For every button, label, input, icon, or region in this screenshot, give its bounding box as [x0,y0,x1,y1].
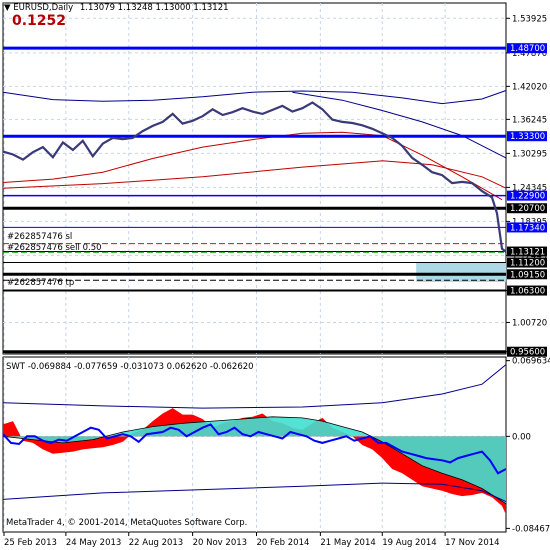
order-sell-label[interactable]: #262857476 sell 0.50 [7,243,102,253]
indicator-panel: 0.069634 0.00 -0.084673 [2,356,550,534]
level-price-label: 1.09150 [510,270,545,280]
spread-value: 0.1252 [12,13,67,29]
price-zone [416,262,506,282]
level-price-box [507,190,547,201]
level-price-label: 1.48700 [510,44,545,54]
level-price-label: 1.13121 [510,248,545,258]
indicator-y-tick-label: 0.00 [512,432,531,442]
level-price-label: 1.17340 [510,223,545,233]
swt-cyan-area [3,416,506,504]
y-tick-label: 1.30295 [512,149,547,159]
x-tick-label: 17 Nov 2014 [445,538,499,548]
level-price-box [507,269,547,280]
swt-cyan-edge [2,416,507,505]
main-chart-background [2,2,507,355]
symbol-label: EURUSD,Daily [13,3,74,13]
price-series [2,101,507,253]
y-tick-label: 1.00720 [512,318,547,328]
level-price-box [507,43,547,54]
indicator-label: SWT -0.069884 -0.077659 -0.031073 0.0626… [6,362,254,372]
level-price-box [507,131,547,142]
x-tick-label: 20 Feb 2014 [256,538,309,548]
y-tick-label: 1.18395 [512,217,547,227]
level-price-label: 1.11200 [510,259,545,269]
order-tp-label[interactable]: #262857476 tp [7,278,75,288]
chart-header: ▼ EURUSD,Daily 1.13079 1.13248 1.13000 1… [4,3,229,29]
level-price-label: 1.22900 [510,192,545,202]
level-price-box [507,257,547,268]
ohlc-label: 1.13079 1.13248 1.13000 1.13121 [79,3,229,13]
triangle-icon: ▼ [4,3,11,13]
target-zone [416,262,506,282]
y-tick-label: 1.36245 [512,115,547,125]
order-sl-label[interactable]: #262857476 sl [7,232,73,242]
chart-title: ▼ EURUSD,Daily 1.13079 1.13248 1.13000 1… [4,3,229,13]
ma-red-line-2 [2,160,507,189]
copyright-text: MetaTrader 4, © 2001-2014, MetaQuotes So… [6,518,248,528]
x-tick-label: 21 May 2014 [320,538,375,548]
indicator-y-tick-label: -0.084673 [512,524,550,534]
level-price-box [507,222,547,233]
level-price-label: 1.33300 [510,132,545,142]
level-price-box [507,285,547,296]
band-down-line [292,91,507,159]
level-price-label: 1.06300 [510,287,545,297]
y-tick-label: 1.24345 [512,183,547,193]
x-tick-label: 24 May 2013 [66,538,121,548]
level-price-box [507,346,547,357]
order-lines [3,243,506,281]
swt-series [2,364,507,515]
swt-signal-line [2,423,507,475]
band-upper-line [2,90,507,105]
level-price-box [507,203,547,214]
indicator-y-tick-label: 0.069634 [512,357,550,367]
main-chart-panel: 1.53925 1.47870 1.42020 1.36245 1.30295 1.243… [2,2,547,358]
y-tick-label: 1.53925 [512,14,547,24]
y-tick-label: 1.42020 [512,82,547,92]
indicator-grid [3,357,506,532]
x-axis: 25 Feb 2013 24 May 2013 22 Aug 2013 20 Nov … [3,532,500,548]
main-y-axis: 1.53925 1.47870 1.42020 1.36245 1.30295 1.243… [506,14,547,358]
indicator-y-axis: 0.069634 0.00 -0.084673 [506,357,550,534]
level-price-label: 1.20700 [510,204,545,214]
level-price-box [507,246,547,257]
x-tick-label: 25 Feb 2013 [4,538,57,548]
swt-lower-envelope [2,482,507,503]
swt-upper-envelope [2,364,507,409]
level-price-label: 0.95600 [510,348,545,358]
y-tick-label: 1.47870 [512,49,547,59]
x-tick-label: 19 Aug 2014 [382,538,436,548]
x-tick-label: 20 Nov 2013 [193,538,247,548]
horizontal-levels [3,46,506,354]
x-tick-label: 22 Aug 2013 [129,538,183,548]
price-line [2,101,507,253]
